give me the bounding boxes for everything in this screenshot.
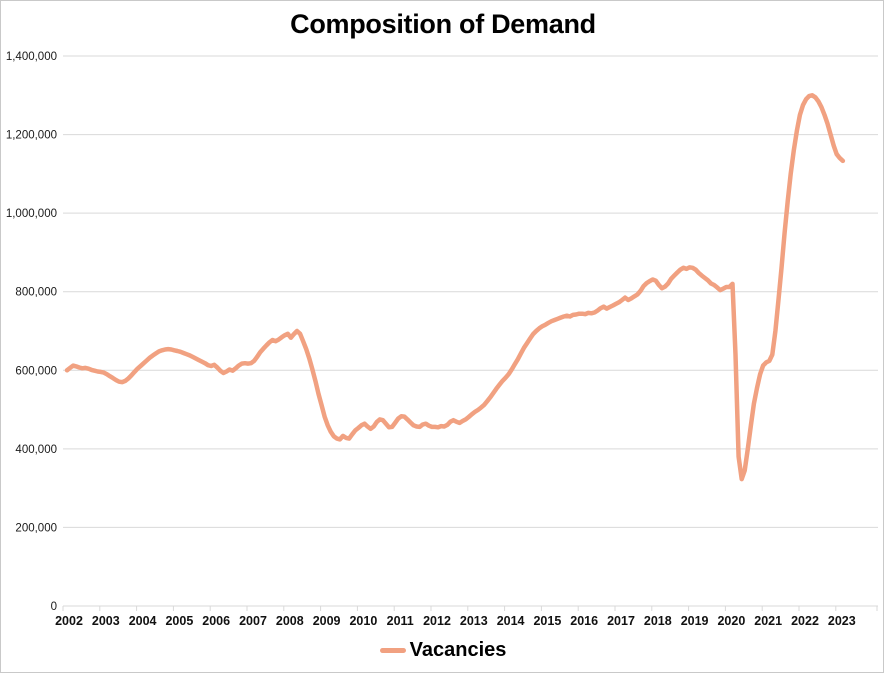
y-axis-label: 1,400,000 — [6, 51, 57, 63]
x-axis-label: 2002 — [55, 614, 83, 628]
legend: Vacancies — [1, 639, 883, 662]
x-axis-label: 2018 — [644, 614, 672, 628]
x-axis-label: 2019 — [681, 614, 709, 628]
x-axis-label: 2014 — [497, 614, 525, 628]
y-axis-label: 400,000 — [15, 444, 57, 456]
x-axis-label: 2017 — [607, 614, 635, 628]
x-axis-label: 2011 — [387, 614, 414, 628]
x-axis-label: 2004 — [129, 614, 157, 628]
x-axis-label: 2023 — [828, 614, 856, 628]
y-axis-label: 600,000 — [15, 365, 57, 377]
y-axis-label: 1,200,000 — [6, 130, 57, 142]
y-axis-label: 200,000 — [15, 522, 57, 534]
x-axis-label: 2015 — [533, 614, 561, 628]
chart-canvas: 0 200,000 400,000 600,000 800,000 1,000,000 1,… — [6, 51, 878, 628]
x-axis-label: 2012 — [423, 614, 451, 628]
legend-label: Vacancies — [409, 639, 507, 661]
x-axis-label: 2008 — [276, 614, 304, 628]
legend-line-swatch — [379, 648, 406, 653]
y-axis-label: 0 — [51, 601, 57, 613]
x-axis-label: 2021 — [754, 614, 782, 628]
y-axis-label: 800,000 — [15, 287, 57, 299]
x-axis-label: 2007 — [239, 614, 267, 628]
x-axis-label: 2005 — [165, 614, 193, 628]
x-axis-label: 2010 — [349, 614, 377, 628]
x-axis-label: 2003 — [92, 614, 120, 628]
x-axis-label: 2020 — [717, 614, 745, 628]
x-axis-label: 2013 — [460, 614, 488, 628]
y-axis-label: 1,000,000 — [6, 208, 57, 220]
x-axis-label: 2022 — [791, 614, 819, 628]
x-axis-label: 2016 — [570, 614, 598, 628]
x-axis-label: 2009 — [313, 614, 341, 628]
chart-title: Composition of Demand — [290, 9, 596, 39]
x-axis-label: 2006 — [202, 614, 230, 628]
vacancies-line — [64, 93, 846, 482]
